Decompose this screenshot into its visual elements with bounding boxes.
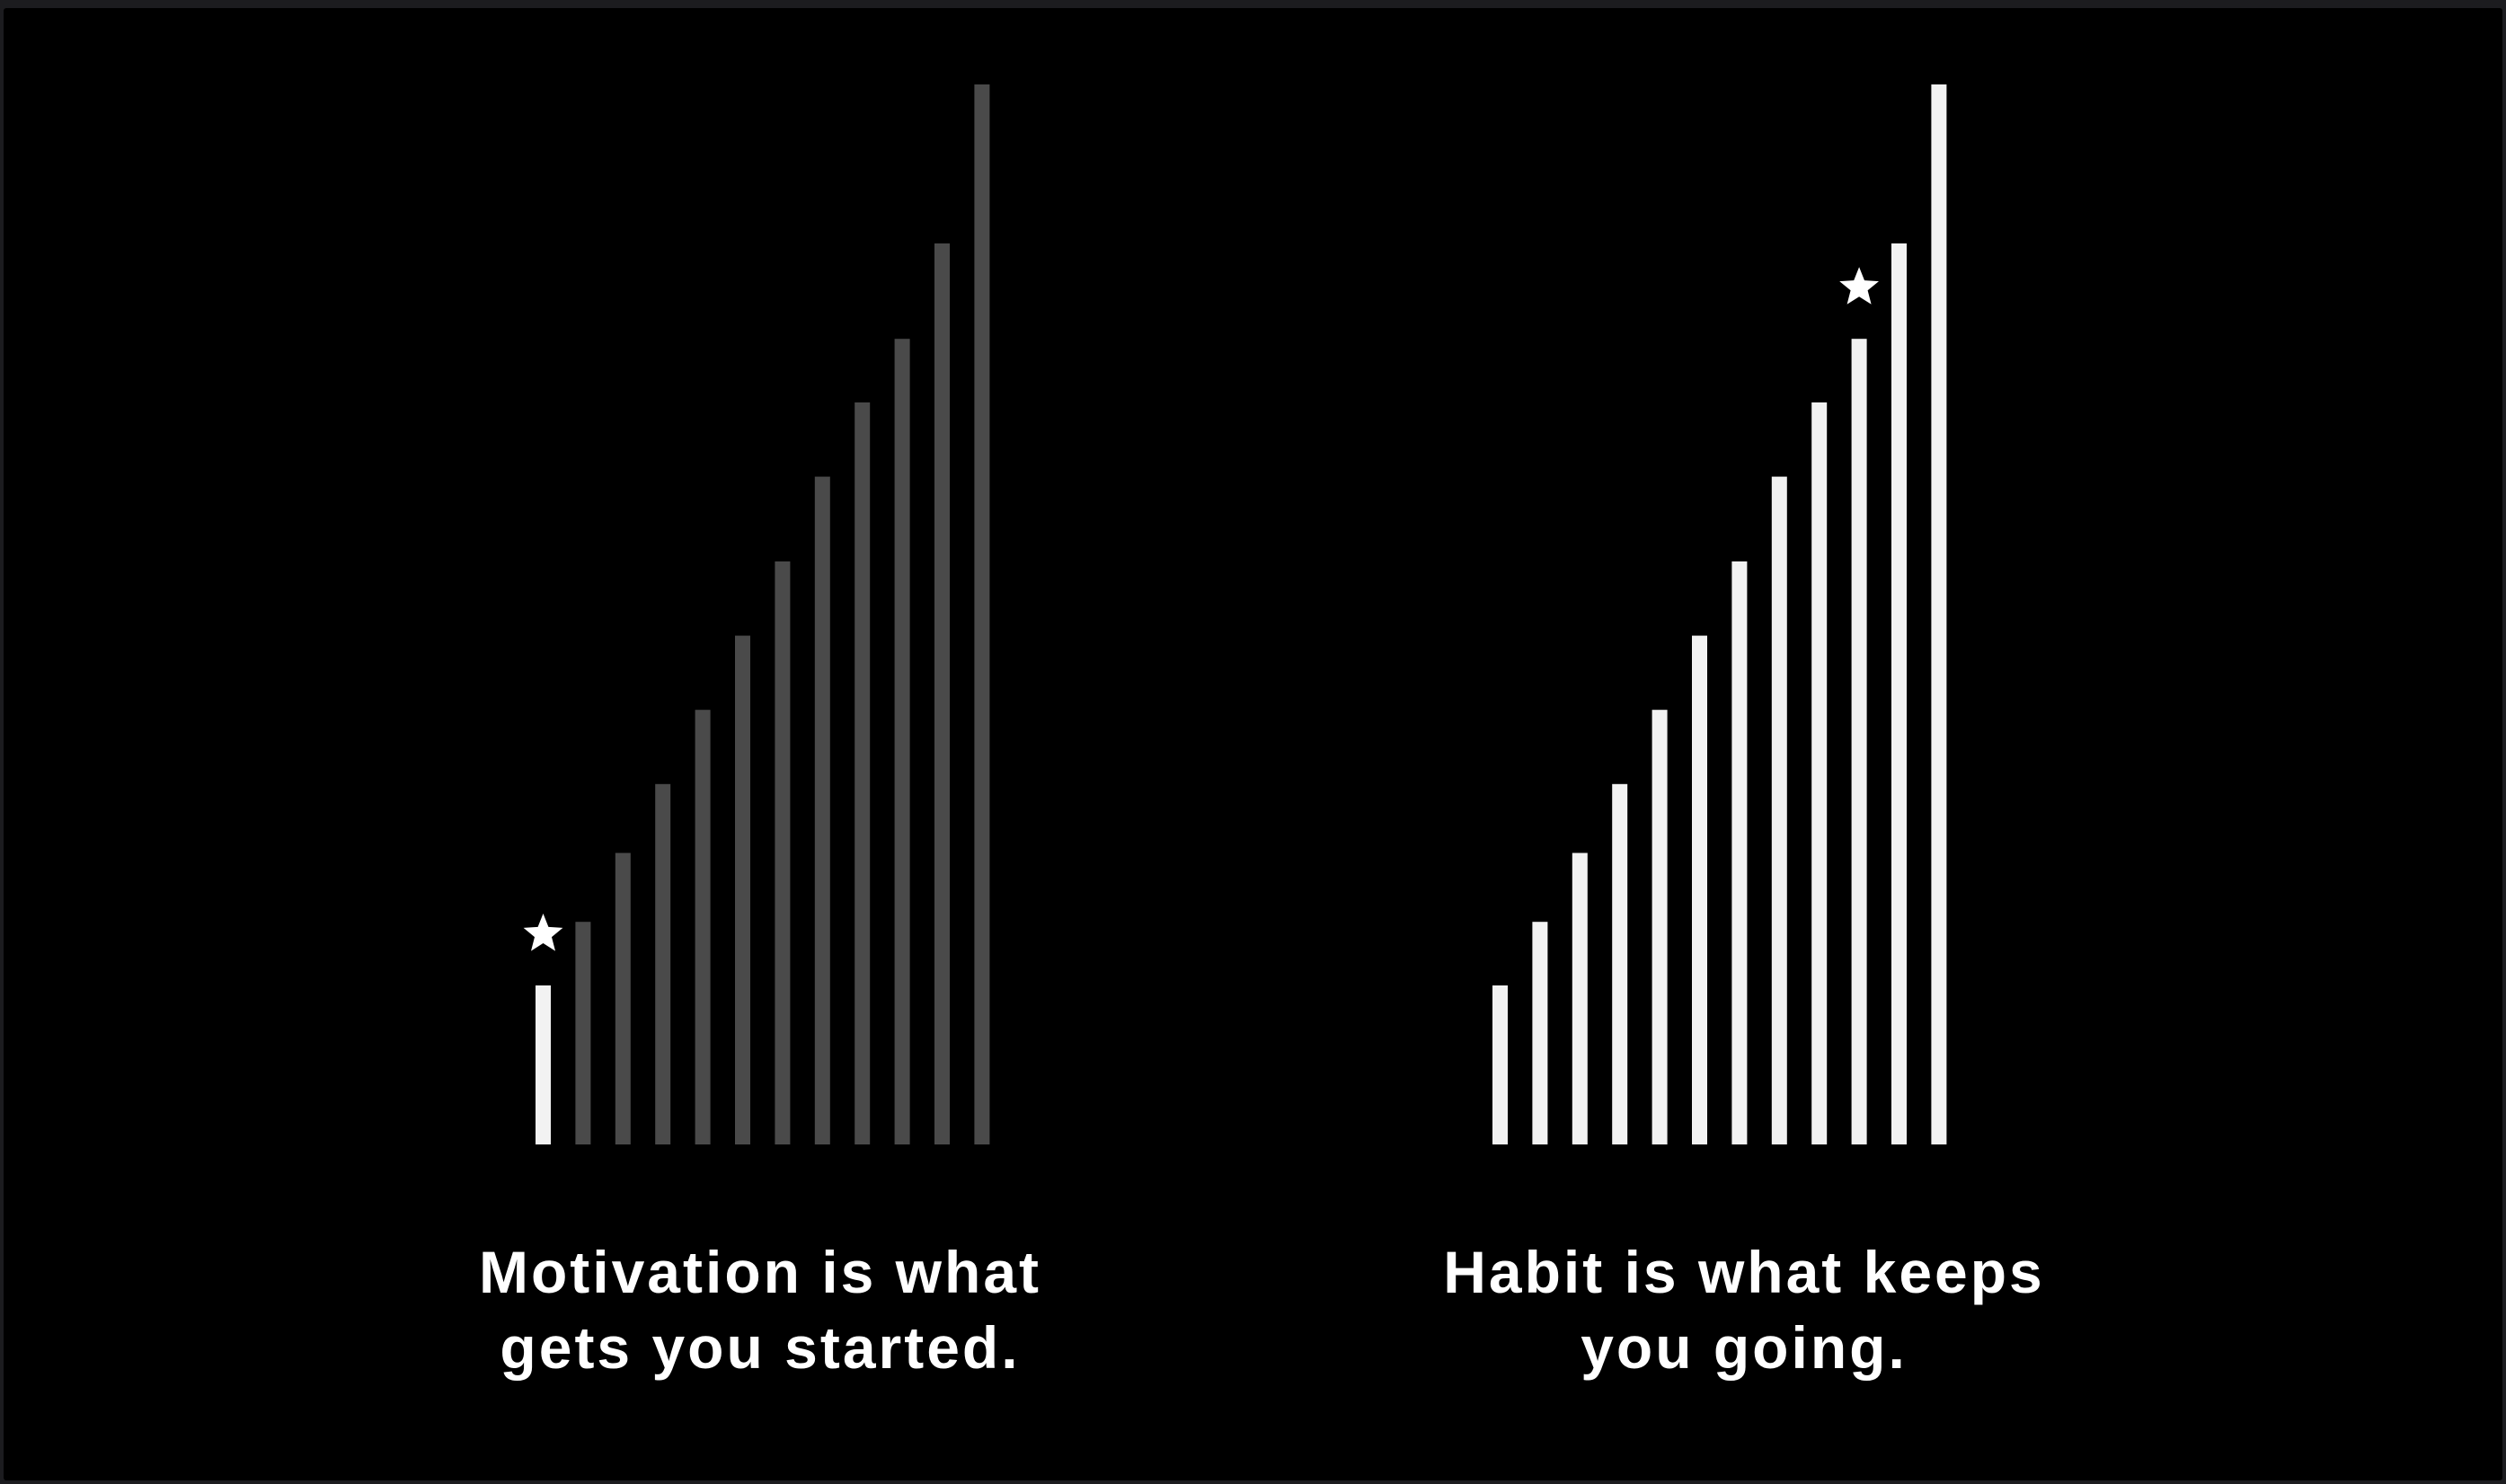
motivation-bar-3	[615, 852, 631, 1144]
motivation-bar-4	[655, 783, 671, 1144]
motivation-star-icon	[523, 914, 563, 951]
habit-bar-6	[1692, 635, 1707, 1144]
habit-caption: Habit is what keeps you going.	[1340, 1234, 2148, 1385]
motivation-bar-2	[575, 922, 591, 1144]
habit-caption-line-2: you going.	[1581, 1314, 1908, 1381]
habit-bar-5	[1651, 710, 1668, 1144]
motivation-chart	[523, 84, 990, 1144]
motivation-bar-10	[894, 339, 910, 1144]
motivation-bar-6	[735, 635, 750, 1144]
motivation-bar-9	[855, 402, 871, 1144]
habit-bar-3	[1572, 852, 1588, 1144]
habit-bar-10	[1851, 339, 1867, 1144]
motivation-bar-1	[536, 985, 551, 1144]
habit-bar-11	[1891, 243, 1907, 1144]
habit-bar-2	[1532, 922, 1548, 1144]
habit-bar-7	[1731, 561, 1748, 1144]
motivation-caption-line-2: gets you started.	[500, 1314, 1021, 1381]
habit-bar-1	[1492, 985, 1508, 1144]
habit-bar-12	[1931, 84, 1947, 1144]
habit-chart	[1492, 84, 1947, 1144]
habit-caption-line-1: Habit is what keeps	[1443, 1239, 2045, 1305]
motivation-bar-12	[974, 84, 990, 1144]
habit-star-icon	[1839, 267, 1879, 305]
motivation-bar-11	[934, 243, 950, 1144]
habit-bar-8	[1771, 476, 1787, 1144]
motivation-bar-8	[814, 476, 830, 1144]
poster-frame: Motivation is what gets you started. Hab…	[4, 8, 2502, 1480]
habit-bar-9	[1811, 402, 1828, 1144]
motivation-bar-7	[775, 561, 791, 1144]
habit-bar-4	[1612, 783, 1628, 1144]
motivation-caption: Motivation is what gets you started.	[356, 1234, 1164, 1385]
motivation-bar-5	[695, 710, 711, 1144]
charts-canvas	[523, 84, 1947, 1144]
motivation-caption-line-1: Motivation is what	[478, 1239, 1042, 1305]
